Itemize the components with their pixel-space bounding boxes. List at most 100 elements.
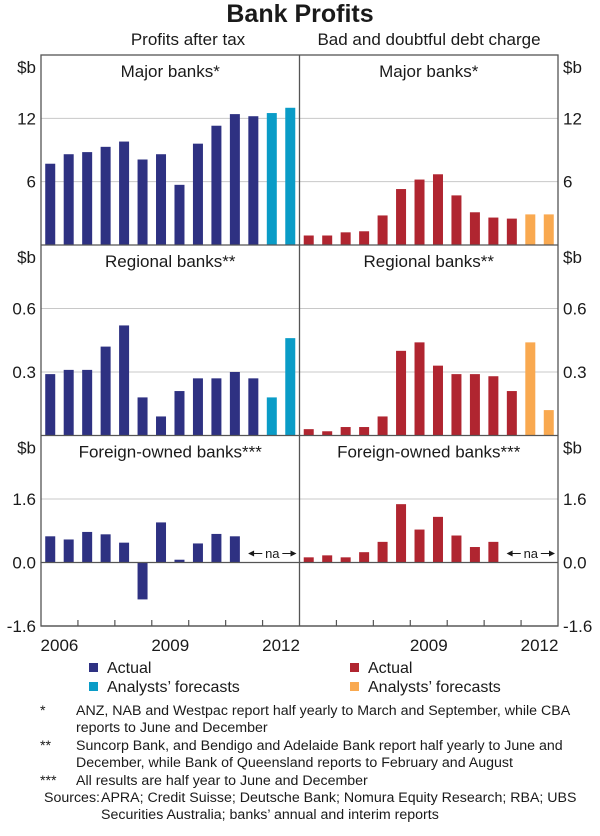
row-3-right-unit-label: $b	[563, 439, 582, 458]
row-2-left-actual-bar	[192, 378, 203, 436]
row-1-left-forecast-bar	[266, 113, 277, 245]
row-1-left-actual-bar	[100, 146, 111, 245]
row-3-left-actual-bar	[229, 536, 240, 563]
row-2-left-actual-bar	[45, 374, 56, 436]
row-2-right-actual-bar	[506, 391, 517, 436]
row-2-right-unit-label: $b	[563, 248, 582, 267]
sources: Sources: APRA; Credit Suisse; Deutsche B…	[0, 790, 600, 825]
row-1-right-actual-bar	[488, 217, 499, 245]
row-1-left-actual-bar	[192, 143, 203, 245]
row-3-left-actual-bar	[137, 562, 148, 600]
row-1-right-actual-bar	[396, 189, 407, 245]
row-2-left-ytick-label: 0.6	[12, 300, 36, 319]
row-3-left-actual-bar	[45, 536, 56, 563]
row-1-left-actual-bar	[211, 125, 222, 245]
row-3-right-ytick-label: -1.6	[563, 617, 592, 636]
row-1-left-ytick-label: 12	[17, 109, 36, 128]
row-3-left-actual-bar	[63, 539, 74, 563]
row-2-right-actual-bar	[340, 427, 351, 436]
row-2-right-actual-bar	[451, 374, 462, 436]
row-2-left-actual-bar	[119, 325, 130, 436]
row-2-right-actual-bar	[414, 342, 425, 436]
row-3-left-actual-bar	[119, 542, 130, 563]
row-1-left-unit-label: $b	[17, 58, 36, 77]
row-2-right-actual-bar	[469, 374, 480, 436]
sources-label: Sources:	[44, 790, 100, 807]
left-legend-label: Actual	[107, 660, 151, 677]
footnotes: * ANZ, NAB and Westpac report half yearl…	[0, 703, 600, 825]
row-2-left-ytick-label: 0.3	[12, 363, 36, 382]
row-3-left-panel-title: Foreign-owned banks***	[79, 443, 263, 462]
footnote-3-mark: ***	[40, 772, 57, 789]
row-2-right-actual-bar	[359, 427, 370, 436]
row-1-left-actual-bar	[229, 114, 240, 245]
row-3-left-actual-bar	[211, 533, 222, 563]
row-2-left-forecast-bar	[266, 397, 277, 436]
row-1-right-ytick-label: 6	[563, 173, 572, 192]
left-xtick-label: 2006	[41, 636, 79, 655]
row-1-left-ytick-label: 6	[27, 173, 36, 192]
row-1-right-actual-bar	[469, 212, 480, 245]
row-3-right-actual-bar	[469, 547, 480, 563]
row-1-left-forecast-bar	[285, 107, 296, 246]
footnote-1-text: ANZ, NAB and Westpac report half yearly …	[76, 703, 570, 737]
footnote-2: ** Suncorp Bank, and Bendigo and Adelaid…	[0, 738, 600, 773]
legend: Actual Analysts’ forecasts Actual Analysts’…	[89, 660, 501, 696]
left-xtick-label: 2012	[262, 636, 300, 655]
row-1-left-panel-title: Major banks*	[121, 62, 221, 81]
row-2-left-actual-bar	[248, 378, 259, 436]
row-3-left-actual-bar	[156, 522, 167, 563]
row-1-right-actual-bar	[377, 215, 388, 245]
row-3-right-ytick-label: 1.6	[563, 490, 587, 509]
row-2-left-actual-bar	[63, 369, 74, 436]
left-legend-swatch	[89, 663, 98, 672]
chart-title: Bank Profits	[226, 0, 373, 28]
row-3-right-na-label: na	[524, 546, 539, 561]
footnote-1: * ANZ, NAB and Westpac report half yearl…	[0, 703, 600, 738]
row-2-right-actual-bar	[432, 365, 443, 436]
row-3-left-actual-bar	[174, 559, 185, 563]
row-3-right-actual-bar	[451, 535, 462, 563]
row-3-right-actual-bar	[377, 541, 388, 563]
row-3-right-actual-bar	[303, 557, 314, 563]
row-3-right-actual-bar	[359, 552, 370, 563]
right-legend-label: Analysts’ forecasts	[368, 679, 501, 696]
na-arrow-left-icon	[506, 550, 513, 557]
row-2-left-actual-bar	[137, 397, 148, 436]
row-2-right-forecast-bar	[543, 410, 554, 436]
row-1-right-actual-bar	[322, 235, 333, 245]
sources-text: APRA; Credit Suisse; Deutsche Bank; Nomu…	[101, 790, 577, 824]
right-legend-swatch	[350, 682, 359, 691]
row-2-left-actual-bar	[229, 372, 240, 436]
row-1-left-actual-bar	[156, 154, 167, 245]
na-arrow-right-icon	[290, 550, 297, 557]
row-1-right-ytick-label: 12	[563, 109, 582, 128]
row-3-left-ytick-label: 1.6	[12, 490, 36, 509]
row-3-left-actual-bar	[100, 534, 111, 563]
row-1-right-actual-bar	[506, 218, 517, 245]
row-3-left-ytick-label: 0.0	[12, 554, 36, 573]
row-1-left-actual-bar	[137, 159, 148, 245]
row-2-left-actual-bar	[174, 391, 185, 436]
row-2-right-actual-bar	[303, 429, 314, 436]
right-xtick-label: 2009	[410, 636, 448, 655]
row-2-left-unit-label: $b	[17, 248, 36, 267]
row-1-right-panel-title: Major banks*	[379, 62, 479, 81]
row-2-left-actual-bar	[156, 416, 167, 436]
row-3-right-actual-bar	[396, 504, 407, 563]
row-1-right-actual-bar	[340, 232, 351, 245]
row-1-right-actual-bar	[414, 179, 425, 245]
footnote-3-text: All results are half year to June and De…	[76, 772, 368, 789]
row-3-right-actual-bar	[340, 557, 351, 563]
row-2-right-forecast-bar	[525, 342, 536, 436]
row-2-right-ytick-label: 0.6	[563, 300, 587, 319]
row-2-right-panel-title: Regional banks**	[364, 252, 495, 271]
row-3-left-na-label: na	[265, 546, 280, 561]
right-legend-label: Actual	[368, 660, 412, 677]
row-1-left-actual-bar	[82, 152, 93, 245]
footnote-2-mark: **	[40, 737, 52, 754]
left-column-subtitle: Profits after tax	[131, 30, 246, 49]
row-2-right-actual-bar	[488, 376, 499, 436]
footnote-3: *** All results are half year to June an…	[0, 773, 600, 790]
row-3-right-actual-bar	[414, 529, 425, 563]
